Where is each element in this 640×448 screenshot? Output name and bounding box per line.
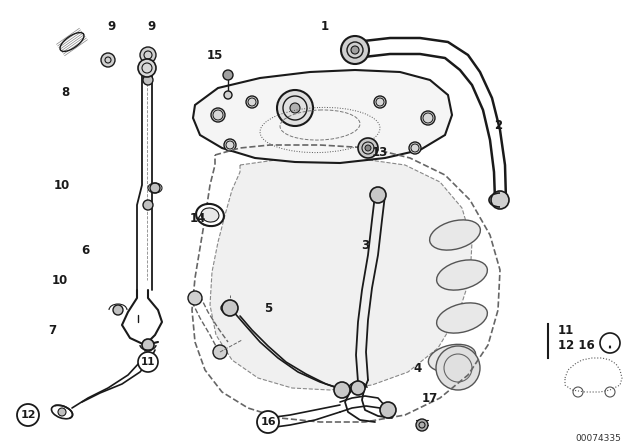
Text: 11: 11 [558, 323, 574, 336]
Circle shape [224, 139, 236, 151]
Circle shape [277, 90, 313, 126]
Circle shape [421, 111, 435, 125]
Circle shape [409, 142, 421, 154]
Text: 5: 5 [264, 302, 272, 314]
Circle shape [290, 103, 300, 113]
Text: 10: 10 [54, 178, 70, 191]
Circle shape [370, 187, 386, 203]
Circle shape [436, 346, 480, 390]
Circle shape [211, 108, 225, 122]
Circle shape [358, 138, 378, 158]
Circle shape [351, 381, 365, 395]
Text: 10: 10 [52, 273, 68, 287]
Polygon shape [210, 158, 472, 390]
Circle shape [365, 145, 371, 151]
Circle shape [491, 191, 509, 209]
Text: 12: 12 [20, 410, 36, 420]
Ellipse shape [428, 345, 476, 372]
Text: 3: 3 [361, 238, 369, 251]
Circle shape [351, 46, 359, 54]
Text: 2: 2 [494, 119, 502, 132]
Text: 8: 8 [61, 86, 69, 99]
Circle shape [150, 183, 160, 193]
Circle shape [222, 300, 238, 316]
Circle shape [101, 53, 115, 67]
Circle shape [113, 305, 123, 315]
Circle shape [246, 96, 258, 108]
Circle shape [143, 200, 153, 210]
Text: 16: 16 [260, 417, 276, 427]
Circle shape [142, 339, 154, 351]
Text: 9: 9 [108, 20, 116, 33]
Circle shape [213, 345, 227, 359]
Circle shape [380, 402, 396, 418]
Circle shape [17, 404, 39, 426]
Text: 00074335: 00074335 [575, 434, 621, 443]
Text: 12 16: 12 16 [558, 339, 595, 352]
Text: 11: 11 [141, 357, 156, 367]
Ellipse shape [436, 260, 488, 290]
Circle shape [374, 96, 386, 108]
Text: 9: 9 [148, 20, 156, 33]
Ellipse shape [51, 405, 72, 419]
Circle shape [188, 291, 202, 305]
Circle shape [138, 59, 156, 77]
Text: 15: 15 [207, 48, 223, 61]
Ellipse shape [201, 208, 219, 222]
Circle shape [223, 70, 233, 80]
Circle shape [138, 352, 158, 372]
Text: 4: 4 [414, 362, 422, 375]
Ellipse shape [196, 204, 224, 226]
Text: 7: 7 [48, 323, 56, 336]
Polygon shape [193, 70, 452, 163]
Text: 1: 1 [321, 20, 329, 33]
Ellipse shape [436, 303, 488, 333]
Circle shape [416, 419, 428, 431]
Text: 14: 14 [190, 211, 206, 224]
Text: 13: 13 [372, 146, 388, 159]
Circle shape [140, 47, 156, 63]
Circle shape [341, 36, 369, 64]
Circle shape [224, 91, 232, 99]
Circle shape [58, 408, 66, 416]
Text: 17: 17 [422, 392, 438, 405]
Circle shape [257, 411, 279, 433]
Circle shape [143, 75, 153, 85]
Circle shape [334, 382, 350, 398]
Ellipse shape [429, 220, 481, 250]
Text: 6: 6 [81, 244, 89, 257]
